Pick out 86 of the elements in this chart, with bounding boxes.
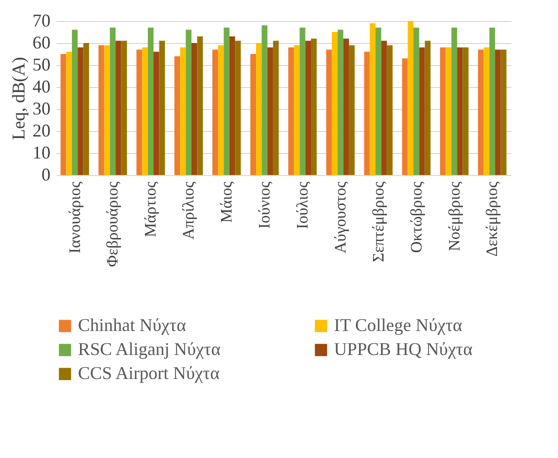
bar [495, 50, 501, 175]
bar [489, 28, 496, 175]
bar [370, 23, 376, 175]
x-tick-label: Αύγουστος [332, 180, 350, 254]
bar [116, 40, 122, 175]
y-tick-label: 40 [32, 76, 50, 96]
bar [136, 50, 142, 175]
y-tick-label: 10 [32, 142, 50, 162]
y-tick-label: 20 [32, 120, 50, 140]
y-axis-title: Leq, dB(A) [8, 57, 28, 140]
bar [142, 47, 148, 175]
y-tick-label: 0 [42, 164, 50, 184]
bar [500, 50, 506, 175]
bar [478, 50, 484, 175]
bar [446, 47, 452, 175]
bar [338, 30, 344, 175]
bar [381, 40, 387, 175]
bar [104, 45, 110, 175]
bar [348, 45, 355, 175]
bar [300, 28, 306, 175]
bar [229, 36, 236, 175]
x-tick-label: Ιούλιος [294, 180, 312, 229]
bar [462, 47, 468, 175]
bar [78, 47, 84, 175]
bar [235, 40, 241, 175]
legend-label: CCS Airport Νύχτα [78, 363, 220, 383]
bar [457, 47, 463, 175]
bar [364, 52, 370, 175]
x-tick-label: Μάιος [218, 180, 236, 223]
bar [326, 50, 332, 175]
legend-label: RSC Aliganj Νύχτα [78, 339, 222, 359]
bar [180, 47, 186, 175]
bar [413, 28, 420, 175]
bar [212, 50, 218, 175]
bar [154, 52, 160, 175]
bar [311, 38, 317, 175]
x-tick-label: Φεβρουάριος [104, 180, 122, 267]
bar [110, 28, 116, 175]
bar [273, 40, 279, 175]
legend-label: Chinhat Νύχτα [78, 315, 187, 335]
bar [60, 54, 66, 175]
bar [191, 43, 198, 175]
bar [121, 40, 127, 175]
y-tick-label: 50 [32, 54, 50, 74]
bar [451, 28, 458, 175]
x-tick-label: Απρίλιος [180, 180, 198, 240]
bar [408, 21, 414, 175]
bar [218, 45, 224, 175]
bar [440, 47, 446, 175]
y-tick-label: 60 [32, 32, 50, 52]
x-tick-label: Ιανουάριος [66, 180, 84, 254]
bar [83, 43, 90, 175]
legend-label: IT College Νύχτα [334, 315, 463, 335]
bar [197, 36, 203, 175]
x-tick-label: Οκτώβριος [408, 180, 426, 253]
bar [224, 28, 230, 175]
bar [186, 30, 192, 175]
bar [294, 45, 300, 175]
bar [419, 47, 425, 175]
bar [256, 43, 262, 175]
bar [402, 58, 408, 175]
bar [332, 32, 338, 175]
bar [72, 30, 78, 175]
bar [376, 28, 382, 175]
bar [148, 28, 154, 175]
bar [343, 38, 349, 175]
bar [174, 56, 180, 175]
bar [305, 40, 312, 175]
x-tick-label: Δεκέμβριος [484, 180, 502, 257]
legend-label: UPPCB HQ Νύχτα [334, 339, 474, 359]
bar [250, 54, 256, 175]
bar [66, 52, 72, 175]
bar [262, 25, 268, 175]
y-tick-label: 30 [32, 98, 50, 118]
x-tick-label: Μάρτιος [142, 180, 160, 238]
bar [267, 47, 274, 175]
bar [484, 47, 490, 175]
x-tick-label: Ιούνιος [256, 180, 274, 229]
bar [288, 47, 294, 175]
x-tick-label: Νοέμβριος [446, 180, 464, 252]
y-tick-label: 70 [32, 10, 50, 30]
bar [159, 40, 165, 175]
bar [98, 45, 104, 175]
x-tick-label: Σεπτέμβριος [370, 180, 388, 262]
bar [386, 45, 393, 175]
bar [424, 40, 431, 175]
